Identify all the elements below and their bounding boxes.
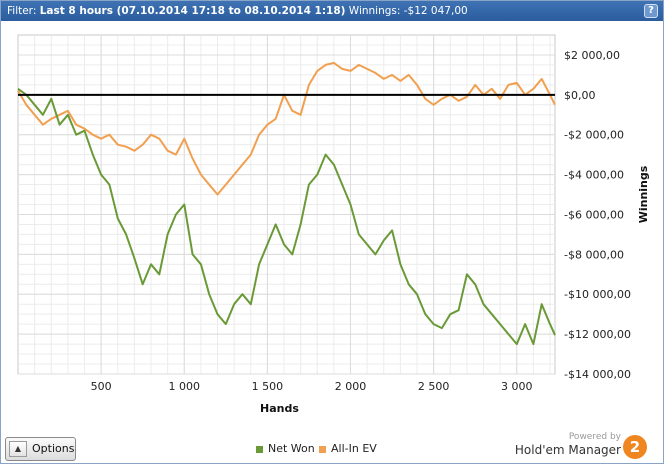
filter-bar: Filter: Last 8 hours (07.10.2014 17:18 t… (1, 1, 663, 21)
y-tick-label: -$8 000,00 (564, 248, 624, 261)
powered-by-text: Powered by (568, 432, 621, 442)
filter-range[interactable]: Last 8 hours (07.10.2014 17:18 to 08.10.… (39, 5, 346, 17)
help-icon[interactable]: ? (644, 4, 658, 18)
brand-name: Hold'em Manager (514, 443, 621, 457)
y-tick-label: -$12 000,00 (564, 328, 631, 341)
y-tick-label: -$4 000,00 (564, 169, 624, 182)
x-tick-label: 3 000 (501, 380, 533, 393)
x-tick-label: 1 500 (252, 380, 284, 393)
winnings-graph: 500 1 000 1 500 2 000 2 500 3 000 $2 000,00 $0,… (17, 34, 650, 415)
legend-swatch-net-won (256, 446, 263, 453)
y-axis-label: Winnings (637, 165, 650, 223)
x-tick-label: 500 (91, 380, 112, 393)
y-tick-label: $0,00 (564, 89, 596, 102)
series-line-net-won (17, 87, 556, 346)
y-tick-label: -$2 000,00 (564, 129, 624, 142)
y-tick-label: -$6 000,00 (564, 208, 624, 221)
legend-label-net-won: Net Won (268, 442, 315, 455)
x-tick-label: 1 000 (169, 380, 201, 393)
options-button[interactable]: ▲ Options (5, 437, 76, 461)
x-tick-label: 2 000 (335, 380, 367, 393)
y-tick-label: -$10 000,00 (564, 288, 631, 301)
filter-prefix: Filter: (7, 5, 40, 17)
legend-swatch-all-in-ev (319, 446, 326, 453)
y-tick-label: $2 000,00 (564, 49, 620, 62)
expand-arrow-icon: ▲ (9, 441, 27, 457)
x-axis-label: Hands (260, 402, 299, 415)
y-tick-label: -$14 000,00 (564, 368, 631, 381)
filter-winnings: Winnings: -$12 047,00 (345, 5, 468, 17)
legend-label-all-in-ev: All-In EV (331, 442, 377, 455)
options-label: Options (32, 442, 75, 455)
x-tick-label: 2 500 (418, 380, 450, 393)
hem2-logo: 2 (623, 435, 647, 459)
